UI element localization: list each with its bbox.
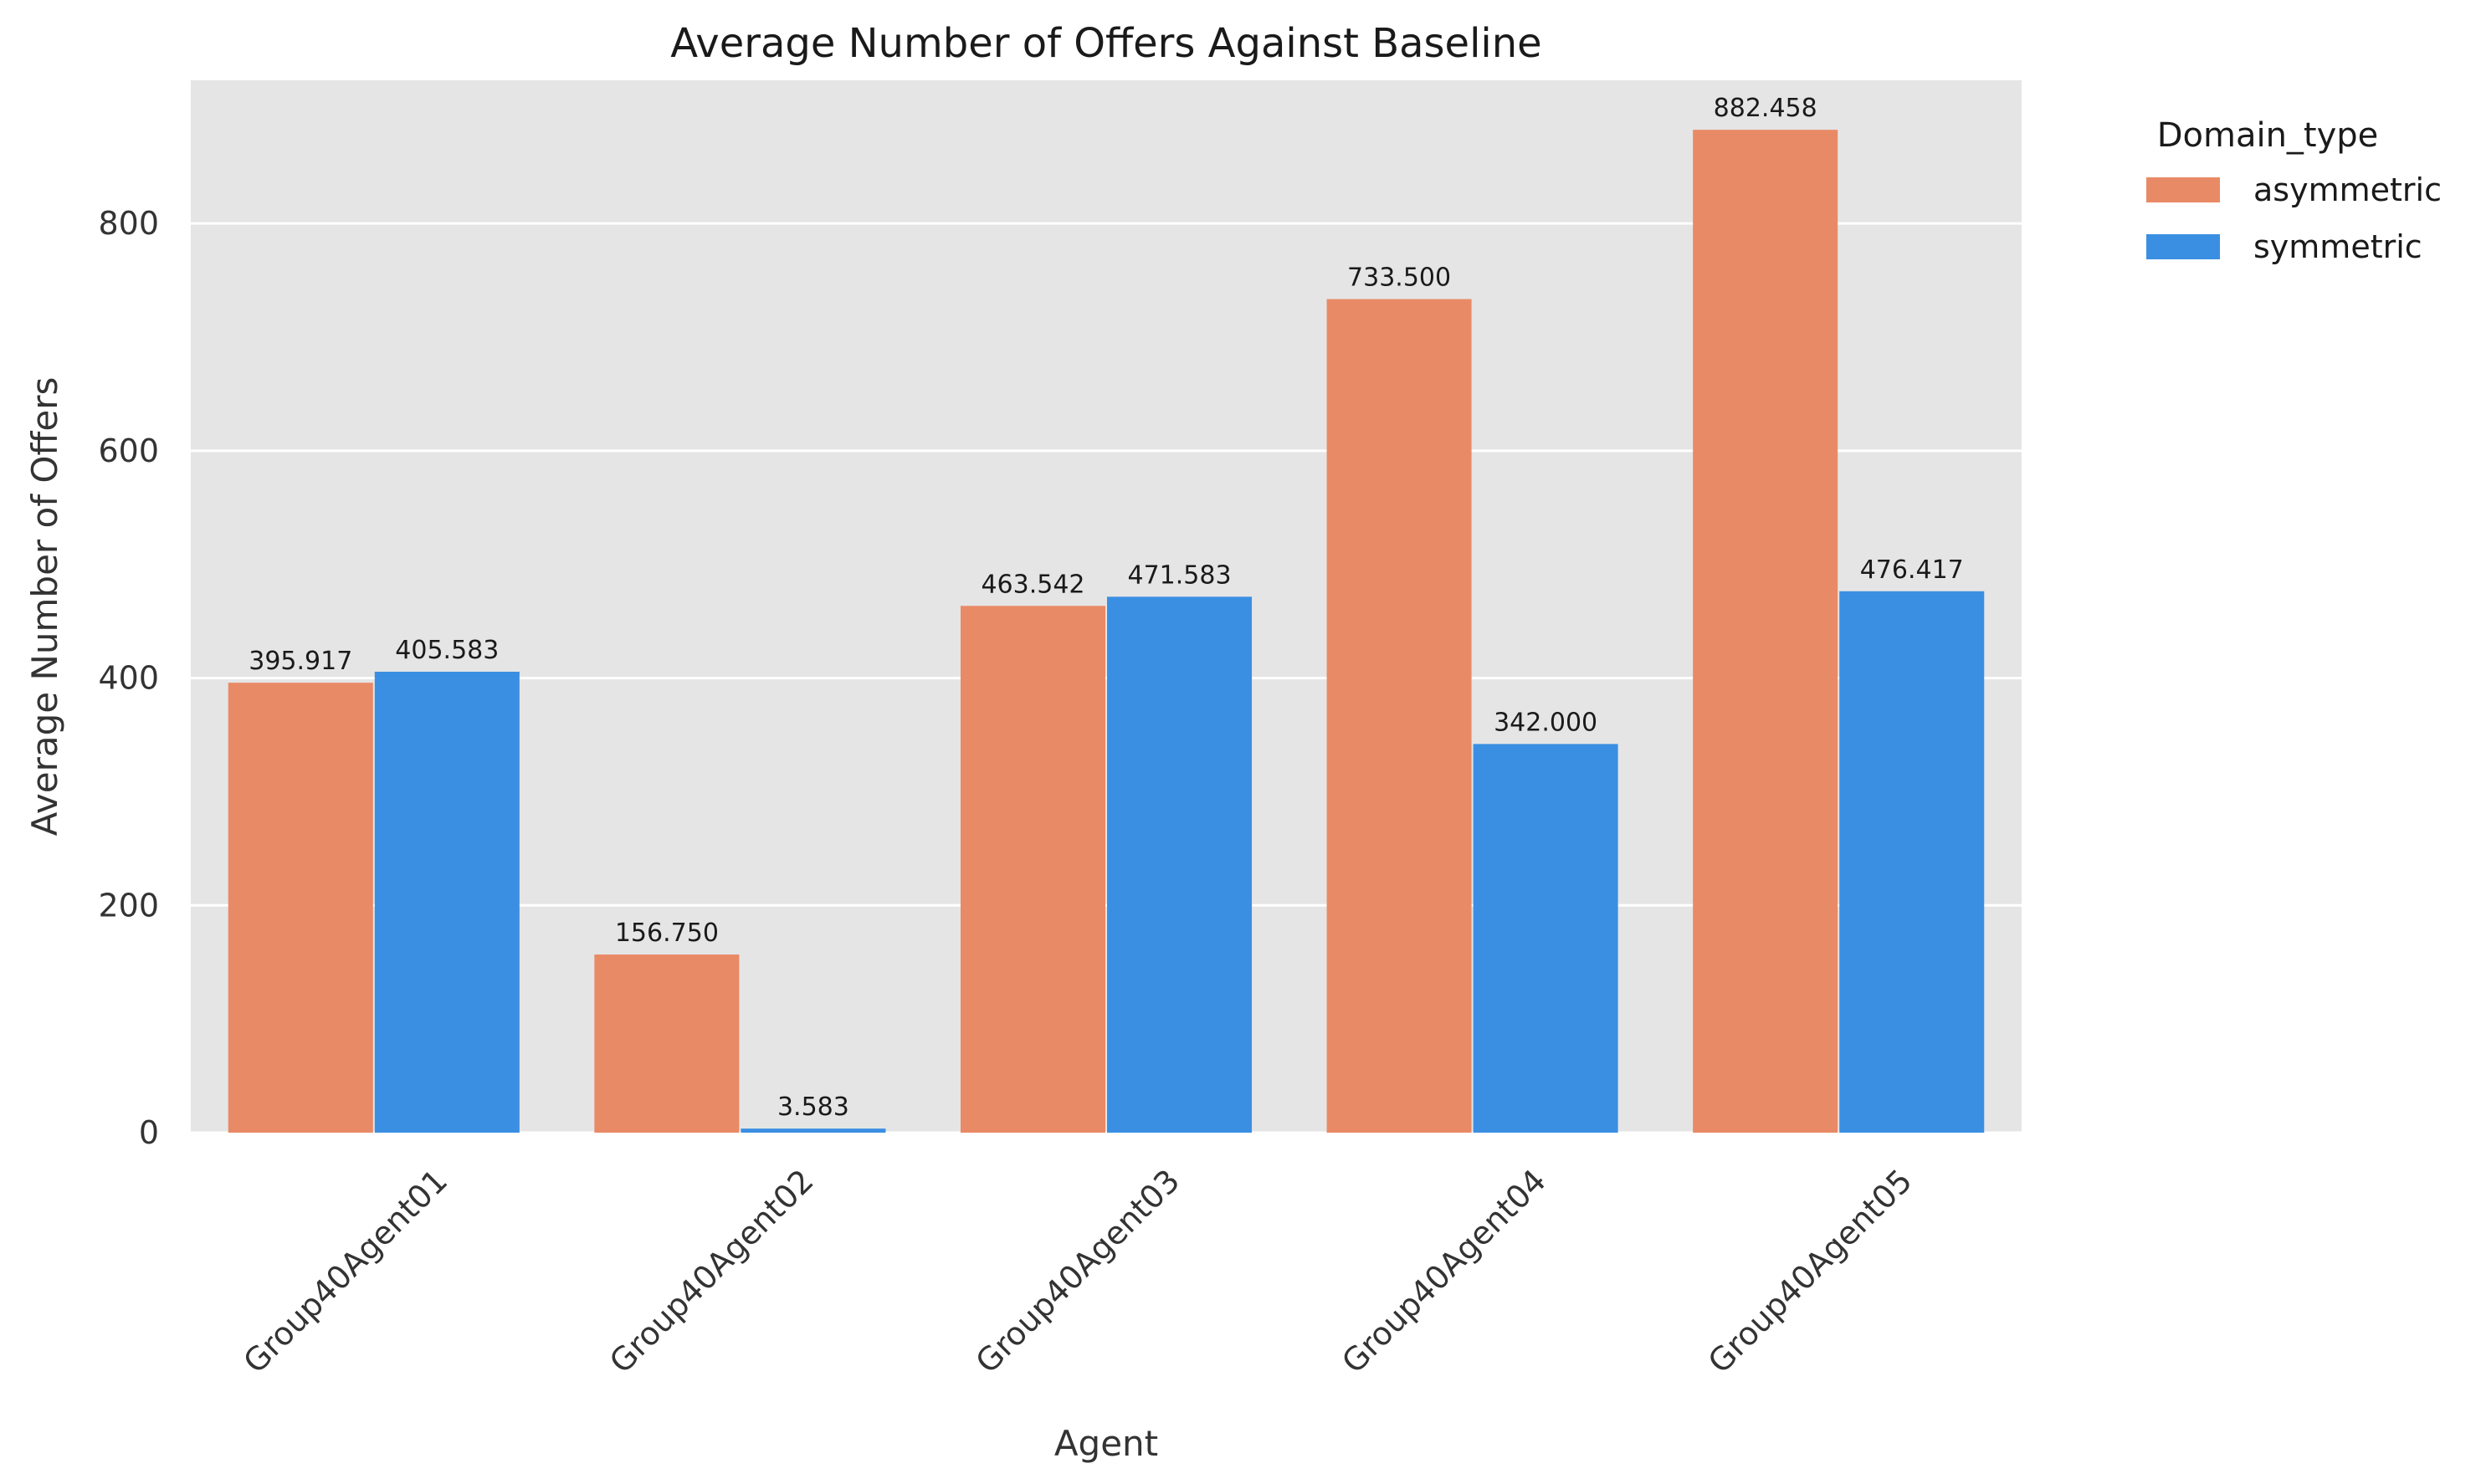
bar-asymmetric-Group40Agent03: [960, 606, 1105, 1133]
x-axis-label: Agent: [1054, 1423, 1158, 1464]
chart-title: Average Number of Offers Against Baselin…: [670, 20, 1541, 67]
x-tick-label: Group40Agent04: [1335, 1162, 1553, 1380]
bar-symmetric-Group40Agent04: [1473, 744, 1618, 1133]
data-label-asymmetric-Group40Agent03: 463.542: [981, 570, 1084, 599]
bar-symmetric-Group40Agent03: [1107, 596, 1253, 1133]
x-tick-label: Group40Agent03: [969, 1162, 1187, 1380]
legend: Domain_type asymmetric symmetric: [2146, 116, 2442, 265]
y-tick-label: 800: [98, 205, 159, 242]
data-label-symmetric-Group40Agent02: 3.583: [777, 1093, 849, 1122]
x-tick-label: Group40Agent05: [1701, 1162, 1920, 1380]
x-tick-labels: Group40Agent01 Group40Agent02 Group40Agent…: [236, 1162, 1919, 1380]
legend-swatch-symmetric: [2146, 234, 2220, 259]
bar-asymmetric-Group40Agent02: [594, 954, 740, 1133]
legend-swatch-asymmetric: [2146, 177, 2220, 202]
legend-label-asymmetric: asymmetric: [2253, 171, 2442, 208]
data-label-symmetric-Group40Agent05: 476.417: [1860, 555, 1964, 585]
bars: [228, 130, 1985, 1133]
data-labels: 395.917 405.583 156.750 3.583 463.542 471.583…: [249, 94, 1964, 1122]
legend-title: Domain_type: [2157, 116, 2379, 155]
bar-symmetric-Group40Agent01: [374, 672, 520, 1133]
data-label-asymmetric-Group40Agent04: 733.500: [1347, 264, 1451, 293]
data-label-symmetric-Group40Agent04: 342.000: [1494, 708, 1597, 737]
data-label-asymmetric-Group40Agent05: 882.458: [1714, 94, 1817, 123]
y-tick-label: 0: [139, 1114, 159, 1151]
x-tick-label: Group40Agent02: [602, 1162, 821, 1380]
legend-label-symmetric: symmetric: [2253, 228, 2422, 265]
y-axis-label: Average Number of Offers: [24, 377, 65, 837]
bar-asymmetric-Group40Agent01: [228, 683, 373, 1133]
y-tick-labels: 0 200 400 600 800: [98, 205, 159, 1151]
x-tick-label: Group40Agent01: [236, 1162, 454, 1380]
y-tick-label: 400: [98, 660, 159, 697]
data-label-asymmetric-Group40Agent01: 395.917: [249, 647, 352, 676]
bar-symmetric-Group40Agent05: [1839, 591, 1985, 1133]
data-label-symmetric-Group40Agent03: 471.583: [1127, 560, 1231, 590]
data-label-asymmetric-Group40Agent02: 156.750: [615, 919, 719, 948]
y-tick-label: 200: [98, 887, 159, 924]
bar-symmetric-Group40Agent02: [741, 1128, 886, 1133]
data-label-symmetric-Group40Agent01: 405.583: [395, 636, 499, 665]
y-tick-label: 600: [98, 432, 159, 469]
bar-asymmetric-Group40Agent05: [1693, 130, 1838, 1133]
bar-asymmetric-Group40Agent04: [1326, 299, 1472, 1133]
